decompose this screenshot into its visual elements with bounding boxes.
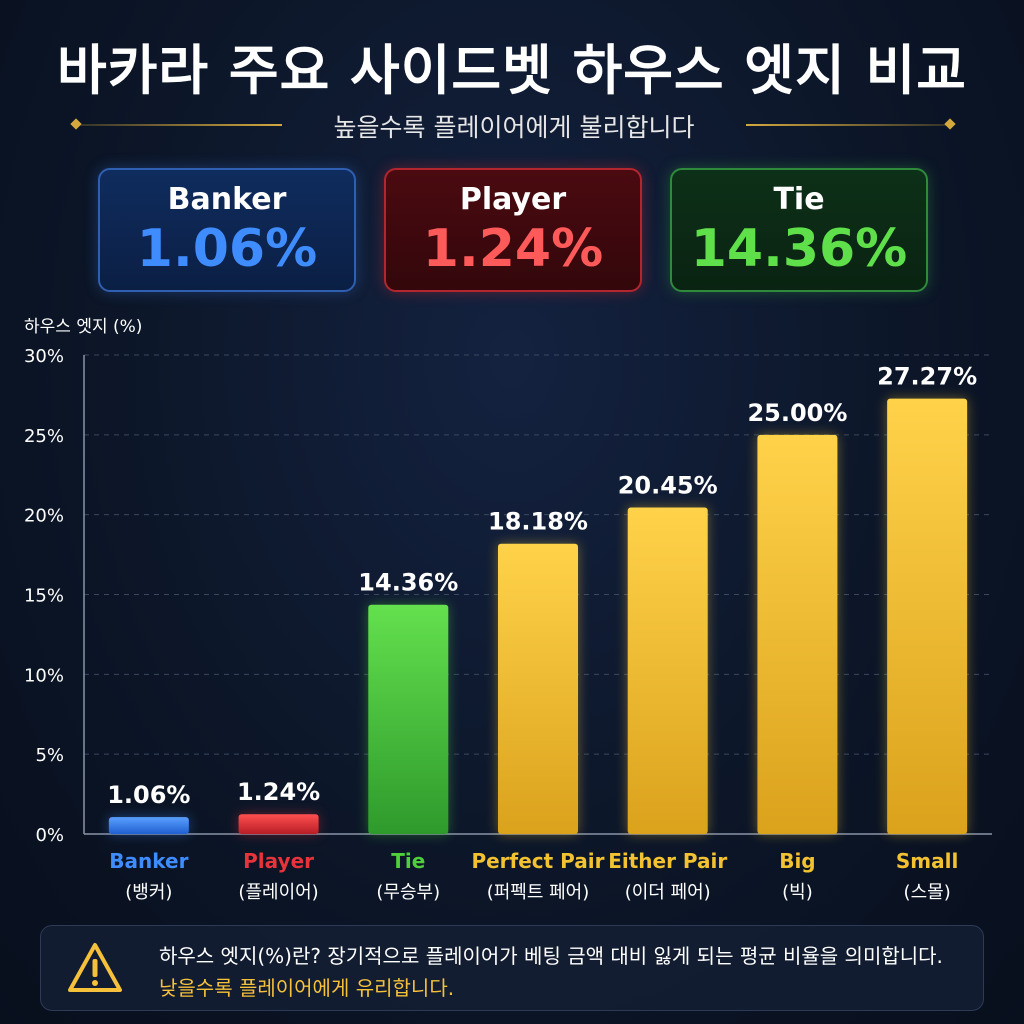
chart-area: 하우스 엣지 (%) 0% 5% 10% 15% 20% 25% 30% 1.06% Banke… (0, 310, 1024, 910)
bar-4 (627, 507, 708, 834)
value-label-0: 1.06% (107, 781, 190, 809)
card-player-label: Player (459, 182, 567, 217)
bar-2 (368, 604, 449, 834)
y-tick-label-20: 20% (24, 506, 64, 527)
value-label-6: 27.27% (877, 363, 977, 391)
card-tie: Tie 14.36% (670, 168, 928, 292)
category-ko-label-2: (무승부) (376, 882, 440, 903)
value-label-3: 18.18% (488, 508, 588, 536)
divider-right (746, 124, 950, 126)
category-ko-label-0: (뱅커) (125, 882, 172, 903)
info-note: 하우스 엣지(%)란? 장기적으로 플레이어가 베팅 금액 대비 잃게 되는 평… (40, 925, 984, 1011)
value-label-4: 20.45% (618, 471, 718, 499)
y-tick-label-15: 15% (24, 586, 64, 607)
bar-6 (887, 398, 968, 834)
y-tick-label-5: 5% (35, 745, 64, 766)
house-edge-bar-chart: 하우스 엣지 (%) 0% 5% 10% 15% 20% 25% 30% 1.06% Banke… (24, 317, 992, 903)
card-banker: Banker 1.06% (98, 168, 356, 292)
category-ko-label-3: (퍼펙트 페어) (487, 882, 590, 903)
bar-0 (108, 817, 189, 834)
y-axis-label: 하우스 엣지 (%) (24, 317, 142, 337)
category-label-0: Banker (109, 849, 188, 873)
note-advice: 낮을수록 플레이어에게 유리합니다. (159, 976, 455, 1000)
note-definition: 하우스 엣지(%)란? 장기적으로 플레이어가 베팅 금액 대비 잃게 되는 평… (159, 944, 943, 968)
bar-1 (238, 814, 319, 834)
category-label-4: Either Pair (608, 849, 727, 873)
bar-3 (498, 543, 578, 834)
value-label-2: 14.36% (358, 569, 458, 597)
diamond-right-icon (944, 118, 956, 130)
y-tick-label-25: 25% (24, 426, 64, 447)
subtitle-row: 높을수록 플레이어에게 불리합니다 (0, 108, 1024, 142)
value-label-5: 25.00% (747, 399, 847, 427)
y-tick-label-30: 30% (24, 346, 64, 367)
category-ko-label-1: (플레이어) (238, 882, 318, 903)
bar-5 (757, 434, 838, 834)
subtitle: 높을수록 플레이어에게 불리합니다 (333, 113, 695, 142)
category-label-1: Player (243, 849, 314, 873)
card-banker-value: 1.06% (136, 219, 318, 279)
value-label-1: 1.24% (237, 778, 320, 806)
card-player: Player 1.24% (384, 168, 642, 292)
category-label-5: Big (779, 849, 815, 873)
category-ko-label-5: (빅) (782, 882, 813, 903)
warning-icon (68, 943, 122, 992)
category-ko-label-6: (스몰) (904, 882, 951, 903)
y-tick-label-10: 10% (24, 665, 64, 686)
card-banker-label: Banker (167, 182, 287, 217)
card-tie-label: Tie (773, 182, 825, 217)
y-tick-label-0: 0% (35, 825, 64, 846)
card-player-value: 1.24% (422, 219, 604, 279)
card-tie-value: 14.36% (690, 219, 908, 279)
category-label-3: Perfect Pair (471, 849, 604, 873)
page-title: 바카라 주요 사이드벳 하우스 엣지 비교 (57, 39, 967, 102)
category-label-2: Tie (391, 849, 425, 873)
category-ko-label-4: (이더 페어) (625, 882, 711, 903)
category-label-6: Small (896, 849, 958, 873)
divider-left (78, 124, 282, 126)
